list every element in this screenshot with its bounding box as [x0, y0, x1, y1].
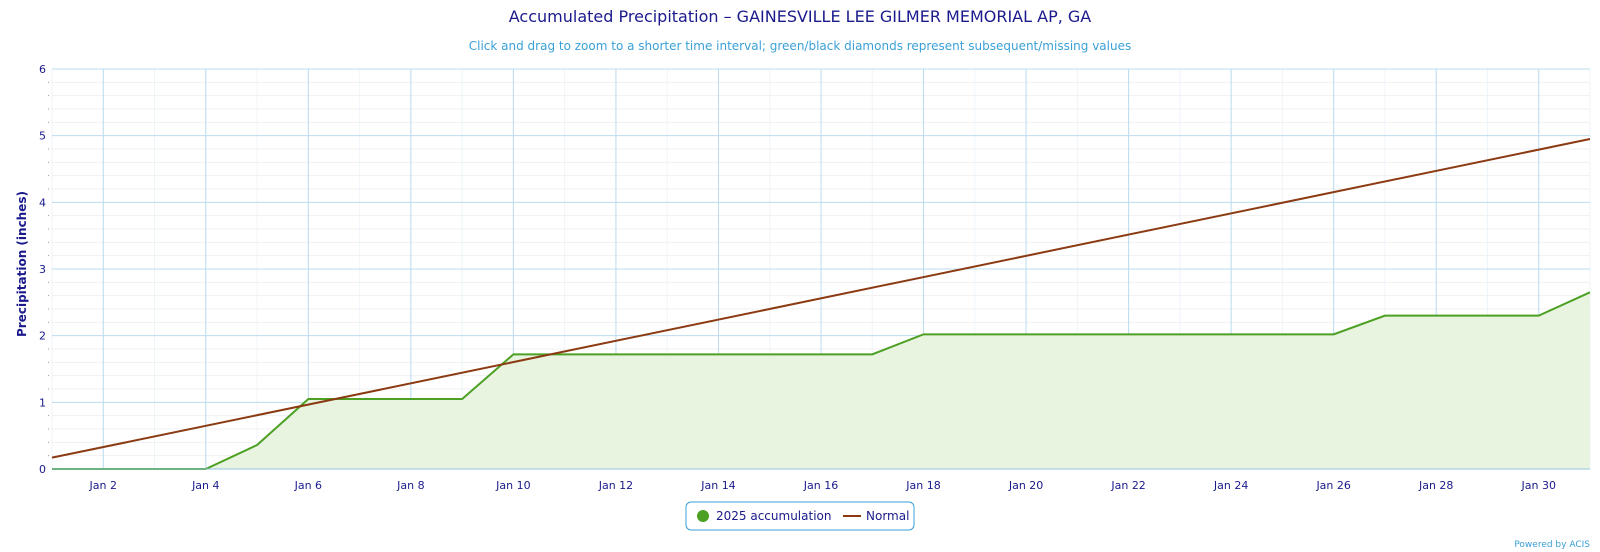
credit-link[interactable]: Powered by ACIS [1514, 540, 1590, 550]
accumulation-area [52, 292, 1590, 469]
x-tick-label: Jan 6 [294, 479, 322, 492]
legend-accumulation-marker [697, 510, 709, 522]
x-tick-label: Jan 8 [396, 479, 424, 492]
x-tick-label: Jan 10 [495, 479, 530, 492]
y-axis-label: Precipitation (inches) [15, 191, 29, 337]
x-tick-label: Jan 28 [1418, 479, 1453, 492]
x-tick-label: Jan 24 [1213, 479, 1248, 492]
legend-normal-label: Normal [866, 509, 909, 523]
x-tick-label: Jan 22 [1110, 479, 1145, 492]
legend-item-accumulation[interactable]: 2025 accumulation [697, 509, 831, 523]
y-tick-label: 0 [39, 463, 46, 476]
y-tick-label: 3 [39, 263, 46, 276]
y-tick-label: 5 [39, 130, 46, 143]
legend[interactable]: 2025 accumulation Normal [685, 501, 915, 531]
y-tick-label: 2 [39, 330, 46, 343]
x-tick-label: Jan 26 [1315, 479, 1350, 492]
x-tick-label: Jan 2 [89, 479, 117, 492]
chart-subtitle: Click and drag to zoom to a shorter time… [469, 39, 1131, 53]
x-tick-label: Jan 16 [803, 479, 838, 492]
plot-area[interactable]: 0 1 2 3 4 5 6 Jan 2 Jan 4 Jan 6 Jan 8 Jan 10 Jan 12 J… [39, 63, 1591, 492]
legend-accumulation-label: 2025 accumulation [716, 509, 831, 523]
y-tick-label: 4 [39, 196, 46, 209]
legend-item-normal[interactable]: Normal [843, 509, 909, 523]
y-tick-label: 1 [39, 396, 46, 409]
x-tick-label: Jan 18 [905, 479, 940, 492]
x-tick-label: Jan 12 [598, 479, 633, 492]
x-tick-label: Jan 14 [700, 479, 735, 492]
x-tick-label: Jan 20 [1008, 479, 1043, 492]
x-tick-label: Jan 30 [1521, 479, 1556, 492]
normal-line[interactable] [51, 138, 1591, 459]
x-tick-label: Jan 4 [191, 479, 219, 492]
y-tick-label: 6 [39, 63, 46, 76]
chart-title: Accumulated Precipitation – GAINESVILLE … [509, 7, 1092, 26]
accumulation-line[interactable] [52, 291, 1591, 470]
